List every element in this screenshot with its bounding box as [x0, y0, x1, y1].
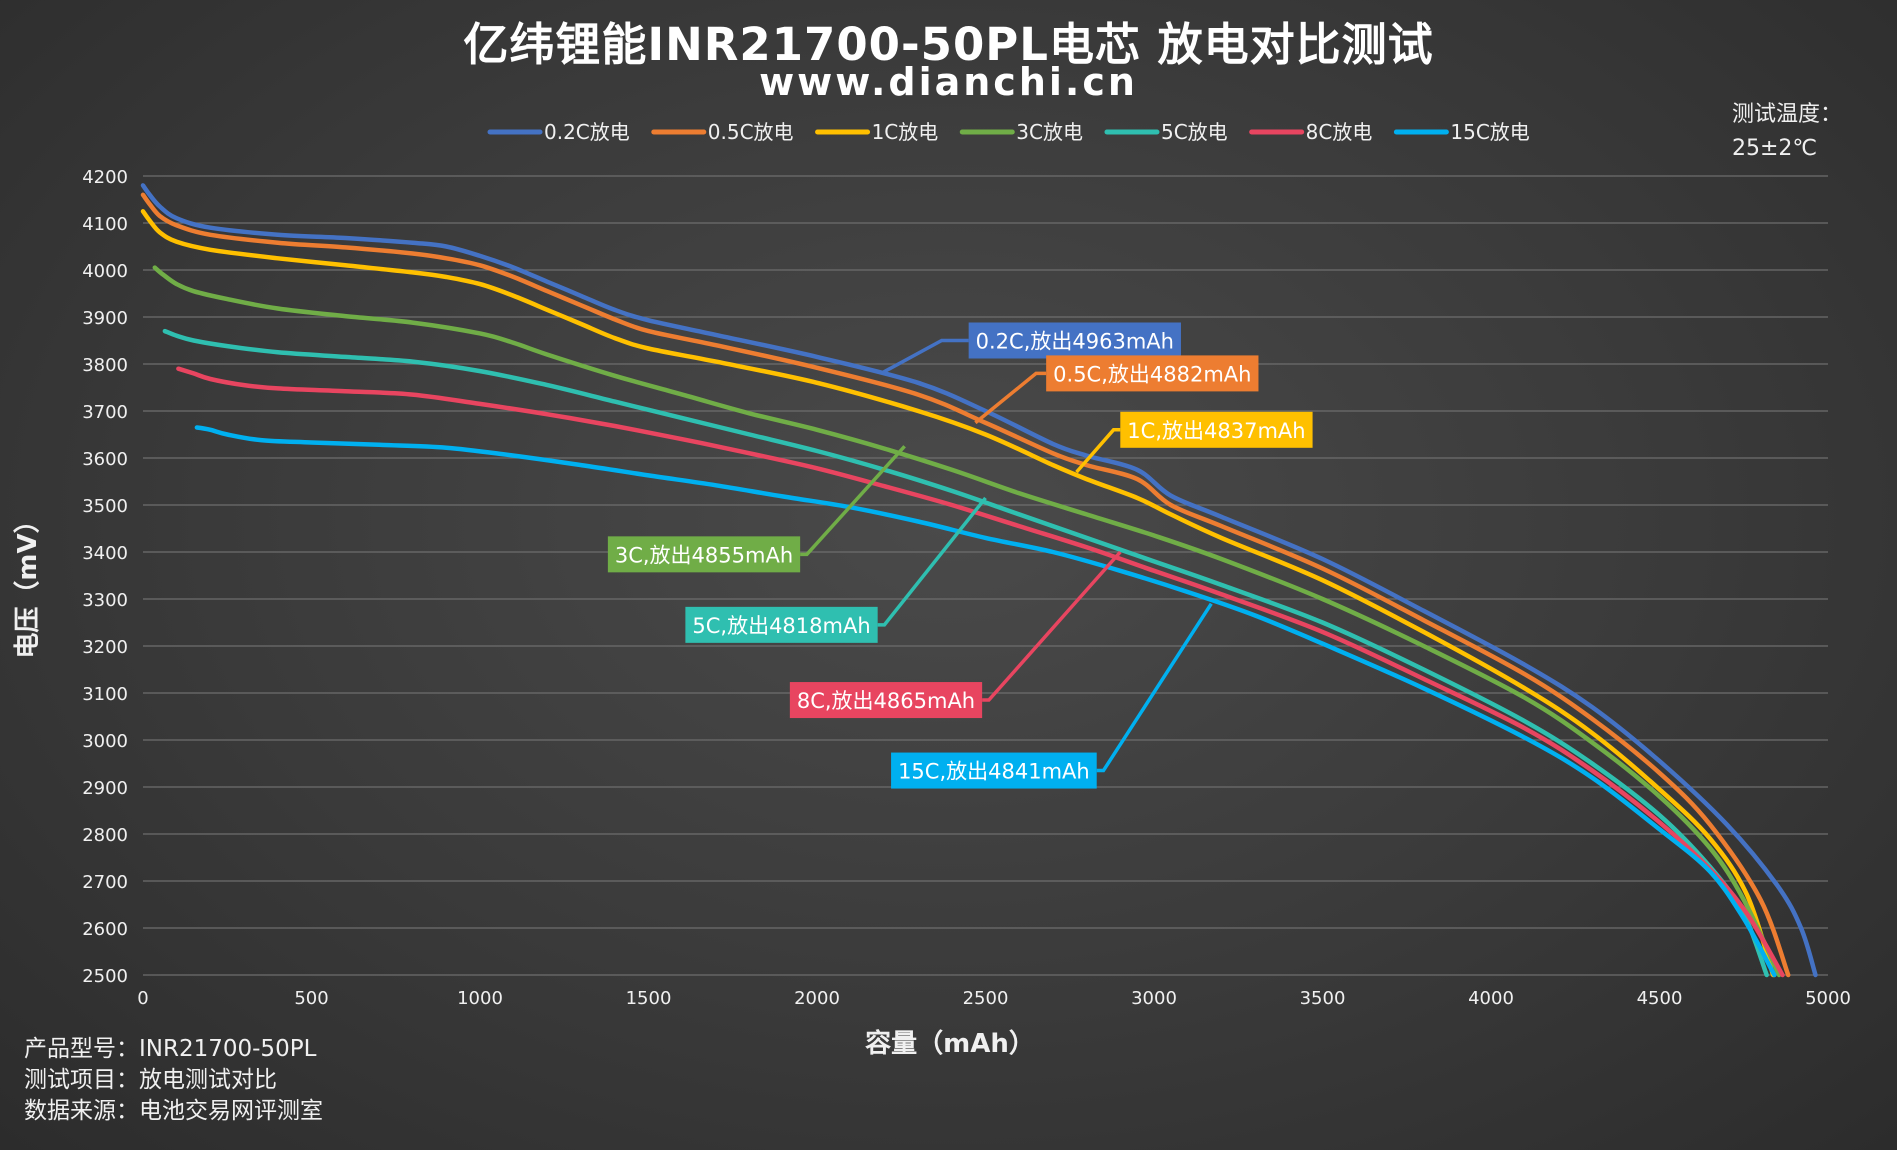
callout-label: 15C,放出4841mAh — [898, 760, 1090, 784]
y-tick-label: 3900 — [82, 308, 128, 329]
temperature-value: 25±2℃ — [1732, 136, 1818, 161]
legend-label: 15C放电 — [1450, 120, 1529, 144]
y-tick-label: 4100 — [82, 214, 128, 235]
series-line — [140, 209, 1776, 978]
legend-label: 8C放电 — [1306, 120, 1373, 144]
x-tick-label: 500 — [294, 988, 328, 1009]
x-tick-label: 1500 — [626, 988, 672, 1009]
x-axis-title: 容量（mAh） — [865, 1028, 1035, 1059]
callout-leader — [877, 496, 987, 627]
y-axis-ticks: 2500 2600 2700 2800 2900 3000 3100 3200 3300 3400… — [82, 167, 128, 987]
callout-label: 3C,放出4855mAh — [615, 543, 793, 567]
callout-labels: 0.2C,放出4963mAh 0.5C,放出4882mAh 1C,放出4837mAh… — [607, 322, 1313, 789]
x-tick-label: 1000 — [457, 988, 503, 1009]
callout-label: 5C,放出4818mAh — [692, 614, 870, 638]
callout-box — [968, 322, 1181, 359]
y-tick-label: 3400 — [82, 543, 128, 564]
callout-label: 0.5C,放出4882mAh — [1053, 362, 1251, 386]
legend-label: 3C放电 — [1016, 120, 1083, 144]
series-line — [152, 265, 1782, 978]
callout-leader — [880, 338, 969, 375]
callout-label: 8C,放出4865mAh — [797, 689, 975, 713]
callout-box — [1046, 355, 1259, 392]
callout: 15C,放出4841mAh — [891, 602, 1213, 789]
chart-subtitle: www.dianchi.cn — [759, 60, 1138, 104]
callout: 3C,放出4855mAh — [607, 445, 906, 573]
callout-leader — [1075, 428, 1121, 474]
callout: 5C,放出4818mAh — [685, 496, 987, 643]
callout: 0.2C,放出4963mAh — [880, 322, 1181, 375]
y-tick-label: 3200 — [82, 637, 128, 658]
x-tick-label: 2000 — [794, 988, 840, 1009]
series-lines — [140, 183, 1818, 978]
y-tick-label: 3600 — [82, 449, 128, 470]
y-tick-label: 4000 — [82, 261, 128, 282]
callout-leader — [800, 445, 906, 557]
x-axis-ticks: 0 500 1000 1500 2000 2500 3000 3500 4000 4500 5000 — [137, 988, 1851, 1009]
legend-label: 0.5C放电 — [708, 120, 794, 144]
y-tick-label: 3000 — [82, 731, 128, 752]
callout-box — [789, 682, 983, 719]
callout-box — [607, 536, 801, 573]
series-line — [194, 425, 1777, 978]
footer-model: 产品型号：INR21700-50PL — [24, 1036, 317, 1062]
x-tick-label: 4000 — [1468, 988, 1514, 1009]
callout: 0.5C,放出4882mAh — [974, 355, 1259, 425]
callout-leader — [974, 371, 1047, 425]
callout-leader — [1096, 602, 1213, 773]
x-tick-label: 0 — [137, 988, 148, 1009]
temperature-label: 测试温度： — [1732, 102, 1843, 127]
temperature-note: 测试温度： 25±2℃ — [1732, 98, 1842, 166]
callout-label: 1C,放出4837mAh — [1127, 419, 1305, 443]
y-tick-label: 2600 — [82, 919, 128, 940]
footer-test-item: 测试项目：放电测试对比 — [24, 1067, 277, 1093]
callout-box — [891, 752, 1097, 789]
gridlines — [143, 175, 1828, 976]
y-tick-label: 3100 — [82, 684, 128, 705]
callout-box — [1120, 411, 1313, 448]
y-tick-label: 2500 — [82, 966, 128, 987]
x-tick-label: 3000 — [1131, 988, 1177, 1009]
series-line — [140, 192, 1791, 978]
legend: 0.2C放电 0.5C放电 1C放电 3C放电 5C放电 8C放电 15C放电 — [487, 120, 1530, 144]
legend-label: 1C放电 — [872, 120, 939, 144]
legend-label: 5C放电 — [1161, 120, 1228, 144]
legend-label: 0.2C放电 — [544, 120, 630, 144]
series-line — [176, 366, 1785, 978]
y-tick-label: 2800 — [82, 825, 128, 846]
callout-leader — [982, 550, 1122, 702]
callout-label: 0.2C,放出4963mAh — [976, 330, 1174, 354]
chart-title: 亿纬锂能INR21700-50PL电芯 放电对比测试 — [463, 18, 1434, 71]
footer-data-source: 数据来源：电池交易网评测室 — [24, 1098, 323, 1124]
series-line — [140, 183, 1818, 978]
callout: 8C,放出4865mAh — [789, 550, 1122, 719]
y-axis-title: 电压（mV） — [13, 507, 43, 658]
x-tick-label: 5000 — [1805, 988, 1851, 1009]
y-tick-label: 2700 — [82, 872, 128, 893]
x-tick-label: 4500 — [1637, 988, 1683, 1009]
y-tick-label: 3700 — [82, 402, 128, 423]
x-tick-label: 2500 — [963, 988, 1009, 1009]
footer-info: 产品型号：INR21700-50PL 测试项目：放电测试对比 数据来源：电池交易… — [24, 1034, 323, 1127]
y-tick-label: 3300 — [82, 590, 128, 611]
x-tick-label: 3500 — [1300, 988, 1346, 1009]
y-tick-label: 3800 — [82, 355, 128, 376]
series-line — [162, 328, 1769, 978]
callout-box — [685, 606, 878, 643]
y-tick-label: 4200 — [82, 167, 128, 188]
y-tick-label: 3500 — [82, 496, 128, 517]
callout: 1C,放出4837mAh — [1075, 411, 1313, 474]
y-tick-label: 2900 — [82, 778, 128, 799]
